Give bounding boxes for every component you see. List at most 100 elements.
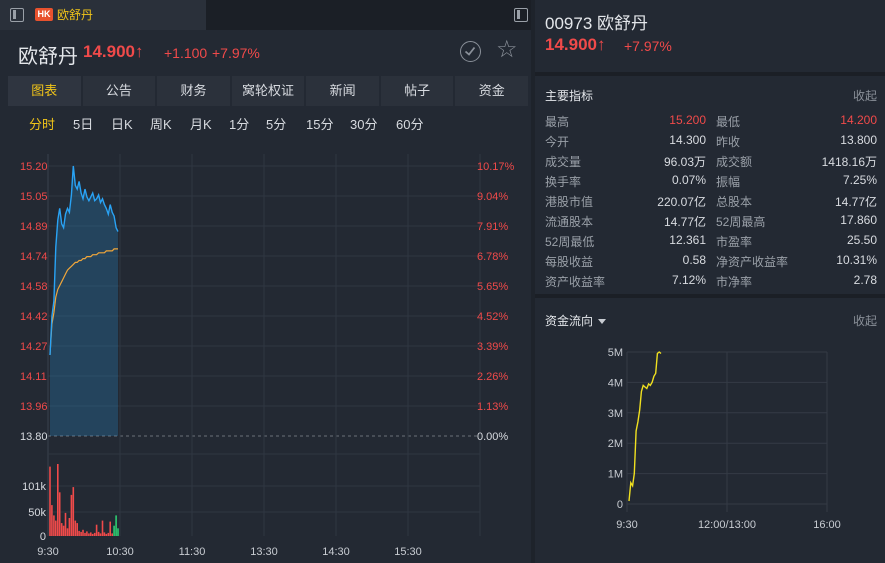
flow-title[interactable]: 资金流向 — [545, 312, 607, 329]
flow-tick-label: 1M — [608, 469, 623, 481]
indicator-value: 7.12% — [671, 273, 706, 287]
flow-tick-label: 2M — [608, 438, 623, 450]
tab-news[interactable]: 新闻 — [306, 76, 379, 106]
volume-bar — [109, 521, 111, 536]
intraday-chart[interactable]: 15.20 15.05 14.89 14.74 14.58 14.42 14.27 14.11… — [0, 146, 531, 563]
sidebar-toggle-icon[interactable] — [514, 8, 528, 22]
indicator-row: 52周最低 12.361 市盈率 25.50 — [535, 233, 885, 253]
volume-bar — [49, 466, 51, 536]
indicator-label: 市盈率 — [716, 235, 753, 249]
indicator-label: 资产收益率 — [545, 275, 606, 289]
indicator-label: 今开 — [545, 135, 570, 149]
indicator-value: 1418.16万 — [821, 155, 877, 169]
volume-bar — [105, 533, 108, 536]
star-icon[interactable]: ☆ — [496, 36, 518, 63]
volume-bar — [78, 530, 80, 536]
period-15min[interactable]: 15分 — [306, 117, 334, 132]
volume-bar — [111, 533, 113, 536]
price-area — [50, 166, 118, 436]
tab-announcements[interactable]: 公告 — [82, 76, 156, 106]
period-intraday[interactable]: 分时 — [29, 117, 56, 132]
period-5day[interactable]: 5日 — [73, 117, 94, 132]
period-day-k[interactable]: 日K — [111, 117, 133, 132]
tab-chart[interactable]: 图表 — [8, 76, 81, 106]
pct-tick-label: 6.78% — [477, 251, 508, 263]
volume-bar — [60, 523, 63, 536]
price-tick-label: 14.27 — [20, 341, 48, 353]
volume-bar — [91, 533, 94, 536]
indicator-value: 96.03万 — [663, 155, 706, 169]
pct-tick-label: 3.39% — [477, 341, 508, 353]
volume-bar — [55, 520, 57, 536]
check-circle-icon[interactable] — [460, 41, 481, 62]
tab-bar: HK 欧舒丹 — [0, 0, 531, 30]
detail-panel: 00973 欧舒丹 14.900↑ +7.97% 主要指标 收起 最高 15.20… — [535, 0, 885, 563]
volume-bar — [68, 518, 71, 536]
stock-change-pct: +7.97% — [212, 45, 260, 61]
volume-bar — [62, 525, 65, 536]
flow-tick-label: 5M — [608, 347, 623, 359]
indicator-row: 最高 15.200 最低 14.200 — [535, 113, 885, 133]
volume-bar — [74, 520, 77, 536]
indicator-value: 14.77亿 — [663, 215, 706, 229]
period-5min[interactable]: 5分 — [266, 117, 287, 132]
flow-time-label: 9:30 — [616, 519, 637, 531]
time-tick-label: 13:30 — [250, 546, 278, 558]
price-tick-label: 14.58 — [20, 281, 48, 293]
period-month-k[interactable]: 月K — [190, 117, 212, 132]
volume-tick-label: 50k — [28, 507, 46, 519]
pct-tick-label: 0.00% — [477, 431, 508, 443]
indicators-title: 主要指标 — [545, 89, 594, 103]
price-tick-label: 14.89 — [20, 221, 48, 233]
indicator-value: 0.07% — [671, 173, 706, 187]
indicator-label: 港股市值 — [545, 195, 594, 209]
period-60min[interactable]: 60分 — [396, 117, 424, 132]
panel-toggle-icon[interactable] — [10, 8, 24, 22]
indicator-label: 成交额 — [716, 155, 753, 169]
volume-bar — [113, 525, 115, 536]
pct-tick-label: 5.65% — [477, 281, 508, 293]
indicator-value: 0.58 — [682, 253, 706, 267]
indicator-row: 港股市值 220.07亿 总股本 14.77亿 — [535, 193, 885, 213]
period-1min[interactable]: 1分 — [229, 117, 250, 132]
flow-tick-label: 3M — [608, 408, 623, 420]
time-tick-label: 11:30 — [179, 546, 206, 558]
pct-tick-label: 1.13% — [477, 401, 508, 413]
volume-bar — [101, 520, 104, 536]
indicator-row: 成交量 96.03万 成交额 1418.16万 — [535, 153, 885, 173]
volume-bar — [117, 528, 119, 536]
volume-bar — [72, 487, 75, 536]
indicator-row: 今开 14.300 昨收 13.800 — [535, 133, 885, 153]
volume-bar — [82, 529, 84, 536]
period-week-k[interactable]: 周K — [150, 117, 172, 132]
indicator-row: 流通股本 14.77亿 52周最高 17.860 — [535, 213, 885, 233]
indicator-label: 流通股本 — [545, 215, 594, 229]
pct-tick-label: 9.04% — [477, 191, 508, 203]
hk-badge: HK — [35, 8, 53, 21]
volume-tick-label: 0 — [40, 531, 46, 543]
stock-name: 欧舒丹 — [18, 46, 78, 68]
period-30min[interactable]: 30分 — [350, 117, 378, 132]
tab-warrants[interactable]: 窝轮权证 — [231, 76, 305, 106]
indicator-label: 昨收 — [716, 135, 741, 149]
indicator-label: 振幅 — [716, 175, 741, 189]
volume-bar — [58, 492, 61, 536]
tab-capital[interactable]: 资金 — [455, 76, 529, 106]
indicator-value: 14.77亿 — [834, 195, 877, 209]
flow-time-label: 16:00 — [813, 519, 841, 531]
flow-collapse-button[interactable]: 收起 — [852, 314, 877, 328]
indicators-collapse-button[interactable]: 收起 — [852, 89, 877, 103]
indicator-value: 25.50 — [846, 233, 877, 247]
price-tick-label: 15.20 — [20, 161, 48, 173]
indicator-value: 15.200 — [669, 113, 706, 127]
chevron-down-icon — [598, 319, 607, 325]
tab-financials[interactable]: 财务 — [157, 76, 230, 106]
tab-posts[interactable]: 帖子 — [380, 76, 454, 106]
indicator-value: 7.25% — [842, 173, 877, 187]
indicator-label: 总股本 — [716, 195, 753, 209]
indicator-label: 每股收益 — [545, 255, 594, 269]
stock-tab[interactable]: HK 欧舒丹 — [0, 0, 206, 30]
indicator-value: 12.361 — [669, 233, 706, 247]
capital-flow-line — [628, 351, 662, 502]
tab-title: 欧舒丹 — [57, 8, 94, 22]
